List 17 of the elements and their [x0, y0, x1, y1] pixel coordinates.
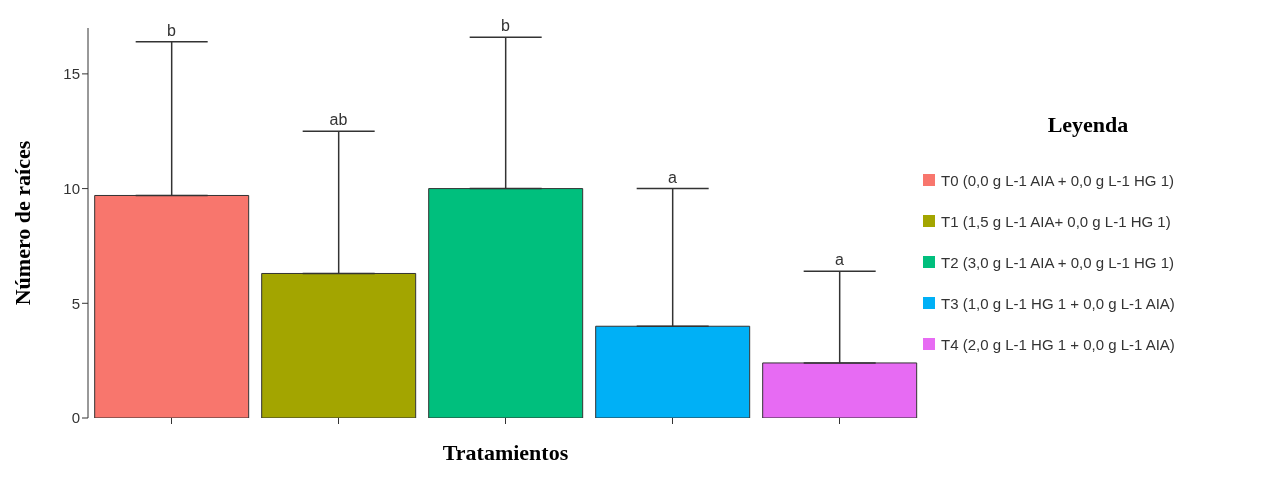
annotation: b: [501, 17, 511, 35]
y-tick-label: 10: [63, 179, 80, 197]
annotation: a: [835, 251, 845, 269]
y-tick-label: 15: [63, 65, 80, 83]
annotation: ab: [329, 111, 348, 129]
legend-title: Leyenda: [1046, 111, 1130, 138]
legend-label: T3 (1,0 g L-1 HG 1 + 0,0 g L-1 AIA): [941, 294, 1175, 312]
annotation: a: [668, 168, 678, 186]
annotation: b: [167, 21, 177, 39]
legend-label: T1 (1,5 g L-1 AIA+ 0,0 g L-1 HG 1): [941, 212, 1171, 230]
x-axis-title: Tratamientos: [442, 440, 569, 465]
legend-label: T4 (2,0 g L-1 HG 1 + 0,0 g L-1 AIA): [941, 335, 1175, 353]
legend-label: T0 (0,0 g L-1 AIA + 0,0 g L-1 HG 1): [941, 171, 1175, 189]
legend-label: T2 (3,0 g L-1 AIA + 0,0 g L-1 HG 1): [941, 253, 1175, 271]
y-tick-label: 5: [71, 294, 80, 312]
y-tick-label: 0: [71, 409, 80, 427]
y-axis-title: Número de raíces: [10, 140, 35, 306]
